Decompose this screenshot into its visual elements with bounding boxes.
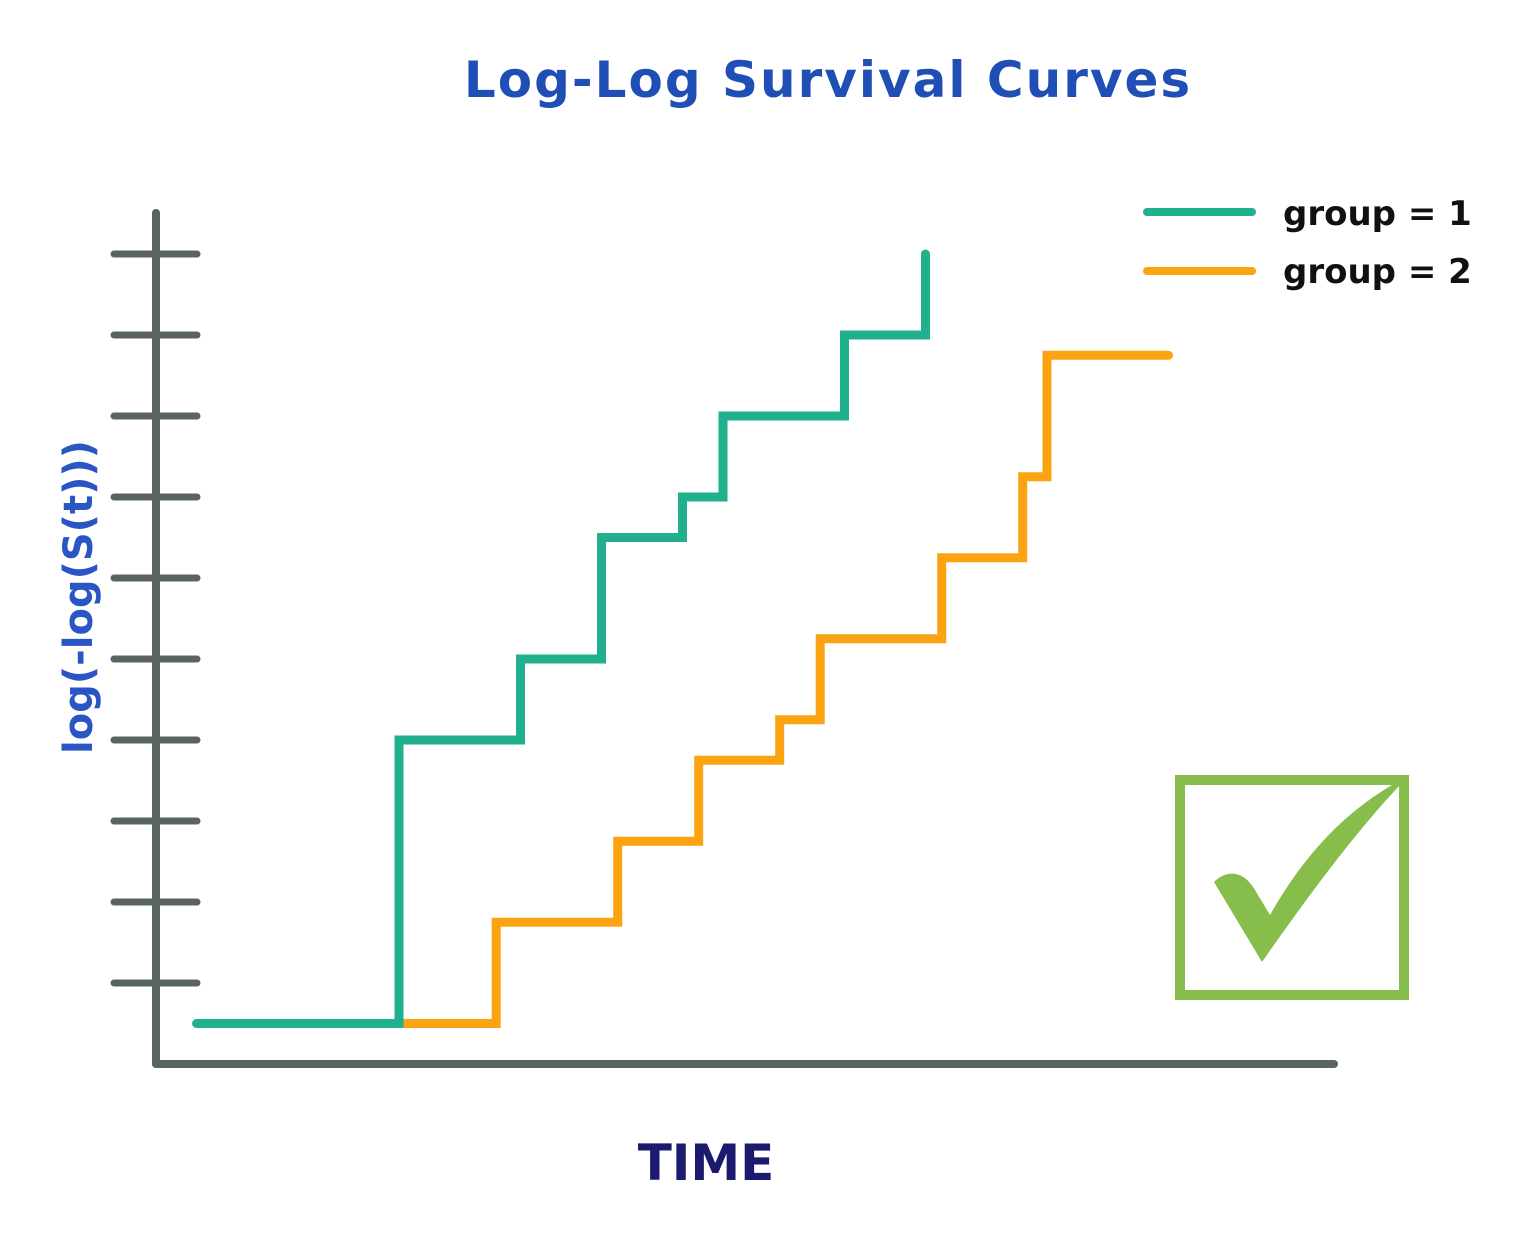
series-layer [192,249,1173,1028]
series-line-group-2 [394,350,1173,1028]
legend-label-group-1: group = 1 [1283,194,1472,234]
x-axis-label: TIME [638,1134,775,1192]
chart-title: Log-Log Survival Curves [464,51,1192,109]
check-mark [1214,775,1410,962]
y-axis-label: log(-log(S(t))) [56,440,102,754]
check-mark-icon [1175,775,1410,1000]
check-box-frame [1175,775,1409,1000]
series-line-group-1 [192,249,930,1028]
legend-label-group-2: group = 2 [1283,252,1472,292]
legend: group = 1 group = 2 [1143,194,1472,292]
